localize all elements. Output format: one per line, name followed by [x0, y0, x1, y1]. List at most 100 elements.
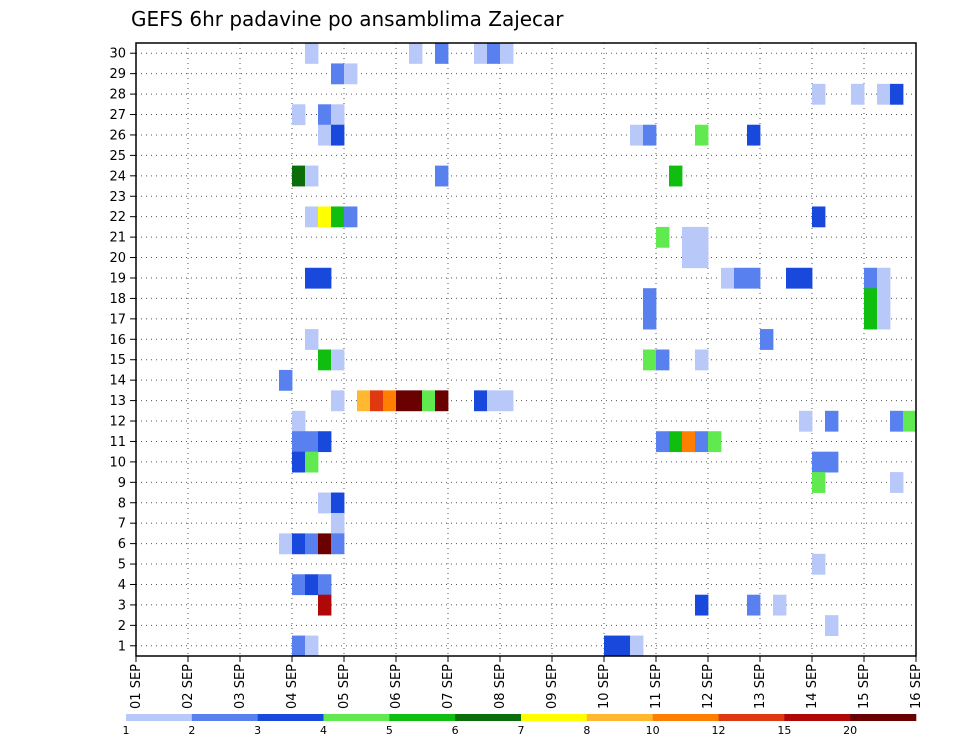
- precip-cell: [695, 226, 709, 248]
- precip-cell: [812, 472, 826, 493]
- precip-cell: [305, 206, 319, 228]
- x-tick-label: 02 SEP: [181, 664, 196, 709]
- y-tick-label: 9: [118, 476, 126, 491]
- precip-cell: [318, 124, 332, 146]
- y-tick-label: 2: [118, 619, 126, 634]
- x-tick-label: 03 SEP: [233, 664, 248, 709]
- x-tick-label: 08 SEP: [493, 664, 508, 709]
- precip-cell: [305, 267, 319, 289]
- colorbar-swatch: [257, 714, 324, 721]
- precip-cell: [695, 594, 709, 616]
- y-tick-label: 13: [109, 394, 126, 409]
- precip-cell: [773, 594, 787, 616]
- precip-cell: [747, 594, 761, 616]
- precip-cell: [279, 369, 293, 391]
- precip-cell: [604, 635, 618, 657]
- precip-cell: [305, 165, 319, 187]
- y-tick-label: 17: [109, 312, 126, 327]
- colorbar-label: 5: [386, 724, 393, 737]
- y-tick-label: 24: [109, 169, 126, 184]
- y-tick-label: 6: [118, 537, 126, 552]
- precip-cell: [851, 83, 865, 105]
- precip-cell: [409, 390, 423, 412]
- colorbar-swatch: [126, 714, 193, 721]
- precip-cell: [864, 288, 878, 310]
- precip-cell: [331, 63, 345, 85]
- precip-cell: [396, 390, 410, 412]
- precip-cell: [474, 390, 488, 412]
- precip-cell: [292, 635, 306, 657]
- y-tick-label: 15: [109, 353, 126, 368]
- precip-cell: [695, 349, 709, 371]
- x-tick-label: 04 SEP: [285, 664, 300, 709]
- precip-cell: [331, 349, 345, 371]
- precip-cell: [877, 308, 891, 330]
- precip-cell: [474, 43, 488, 64]
- precip-cell: [318, 431, 332, 453]
- y-tick-label: 7: [118, 517, 126, 532]
- precip-cell: [825, 451, 839, 473]
- x-tick-label: 11 SEP: [649, 664, 664, 709]
- y-tick-label: 14: [109, 374, 126, 389]
- colorbar-swatch: [718, 714, 785, 721]
- precip-cell: [318, 267, 332, 289]
- precip-cell: [643, 288, 657, 310]
- precip-cell: [331, 390, 345, 412]
- cells-layer: [279, 43, 917, 657]
- colorbar-swatch: [389, 714, 456, 721]
- precip-cell: [435, 43, 449, 64]
- precip-cell: [643, 308, 657, 330]
- precip-cell: [305, 431, 319, 453]
- precip-cell: [799, 410, 813, 432]
- colorbar-label: 10: [646, 724, 660, 737]
- x-tick-label: 13 SEP: [753, 664, 768, 709]
- precip-cell: [435, 165, 449, 187]
- precip-cell: [786, 267, 800, 289]
- colorbar-label: 4: [320, 724, 327, 737]
- precip-cell: [487, 43, 501, 64]
- precip-cell: [292, 165, 306, 187]
- y-tick-label: 26: [109, 128, 126, 143]
- precip-cell: [825, 410, 839, 432]
- precip-cell: [292, 451, 306, 473]
- precip-cell: [305, 533, 319, 555]
- precip-cell: [344, 63, 358, 85]
- y-tick-label: 23: [109, 190, 126, 205]
- precip-cell: [656, 226, 670, 248]
- precip-cell: [292, 574, 306, 596]
- precip-cell: [318, 594, 332, 616]
- precip-cell: [500, 390, 514, 412]
- x-tick-label: 01 SEP: [129, 664, 144, 709]
- precip-cell: [318, 574, 332, 596]
- precip-cell: [877, 83, 891, 105]
- precip-cell: [331, 206, 345, 228]
- y-tick-label: 8: [118, 496, 126, 511]
- colorbar-label: 2: [188, 724, 195, 737]
- precip-cell: [890, 83, 904, 105]
- x-tick-label: 10 SEP: [597, 664, 612, 709]
- y-tick-label: 4: [118, 578, 126, 593]
- plot-frame: [135, 42, 917, 657]
- precip-cell: [292, 431, 306, 453]
- y-tick-label: 12: [109, 415, 126, 430]
- precip-cell: [643, 349, 657, 371]
- precip-cell: [331, 104, 345, 126]
- precip-cell: [357, 390, 371, 412]
- precip-cell: [292, 410, 306, 432]
- x-tick-label: 07 SEP: [441, 664, 456, 709]
- precip-cell: [318, 206, 332, 228]
- precip-cell: [695, 431, 709, 453]
- precip-cell: [383, 390, 397, 412]
- y-tick-label: 27: [109, 108, 126, 123]
- precip-cell: [812, 206, 826, 228]
- precip-cell: [812, 553, 826, 575]
- precip-cell: [344, 206, 358, 228]
- chart-title: GEFS 6hr padavine po ansamblima Zajecar: [131, 7, 564, 31]
- precip-cell: [292, 533, 306, 555]
- precip-cell: [370, 390, 384, 412]
- precip-cell: [305, 329, 319, 350]
- colorbar-swatch: [784, 714, 851, 721]
- colorbar-label: 3: [254, 724, 261, 737]
- colorbar-swatch: [455, 714, 522, 721]
